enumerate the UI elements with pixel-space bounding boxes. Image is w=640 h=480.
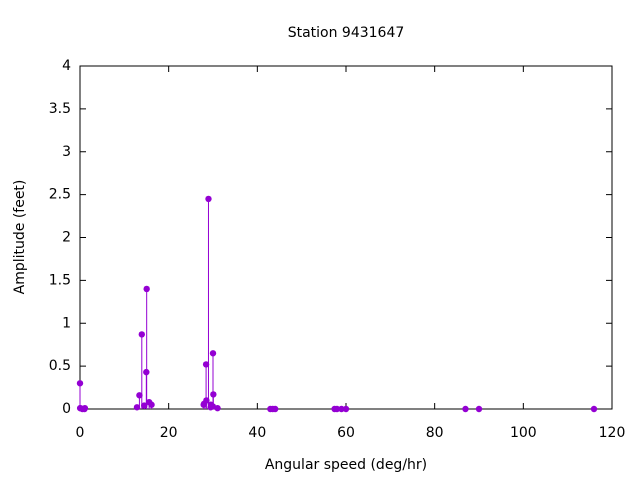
- point: [590, 405, 598, 413]
- point: [209, 350, 217, 357]
- point: [205, 195, 212, 203]
- point: [202, 361, 210, 368]
- point: [338, 405, 345, 413]
- y-tick-label: 3.5: [49, 101, 71, 117]
- point: [143, 285, 150, 293]
- chart-title: Station 9431647: [288, 25, 405, 41]
- x-tick-label: 60: [337, 425, 355, 441]
- point: [342, 405, 350, 413]
- point: [138, 331, 146, 338]
- y-axis-label: Amplitude (feet): [12, 180, 28, 295]
- x-tick-label: 20: [160, 425, 178, 441]
- y-tick-label: 0: [62, 401, 71, 417]
- point: [271, 405, 279, 413]
- y-tick-label: 3: [62, 144, 71, 160]
- point: [136, 392, 143, 399]
- y-tick-label: 4: [62, 58, 71, 74]
- point: [210, 391, 217, 398]
- point: [133, 404, 141, 411]
- x-tick-label: 40: [248, 425, 266, 441]
- point: [81, 404, 89, 412]
- point: [475, 405, 483, 413]
- x-axis-label: Angular speed (deg/hr): [265, 457, 427, 473]
- point: [76, 380, 84, 387]
- x-tick-label: 100: [510, 425, 537, 441]
- point: [214, 404, 221, 412]
- point: [148, 401, 155, 408]
- y-tick-label: 1: [62, 315, 71, 331]
- x-tick-label: 120: [599, 425, 626, 441]
- point: [462, 405, 469, 413]
- x-tick-label: 80: [426, 425, 444, 441]
- y-tick-label: 1.5: [49, 272, 71, 288]
- y-tick-label: 2.5: [49, 187, 71, 203]
- y-tick-label: 2: [62, 230, 71, 246]
- x-tick-label: 0: [76, 425, 85, 441]
- y-tick-label: 0.5: [49, 358, 71, 374]
- point: [333, 405, 341, 413]
